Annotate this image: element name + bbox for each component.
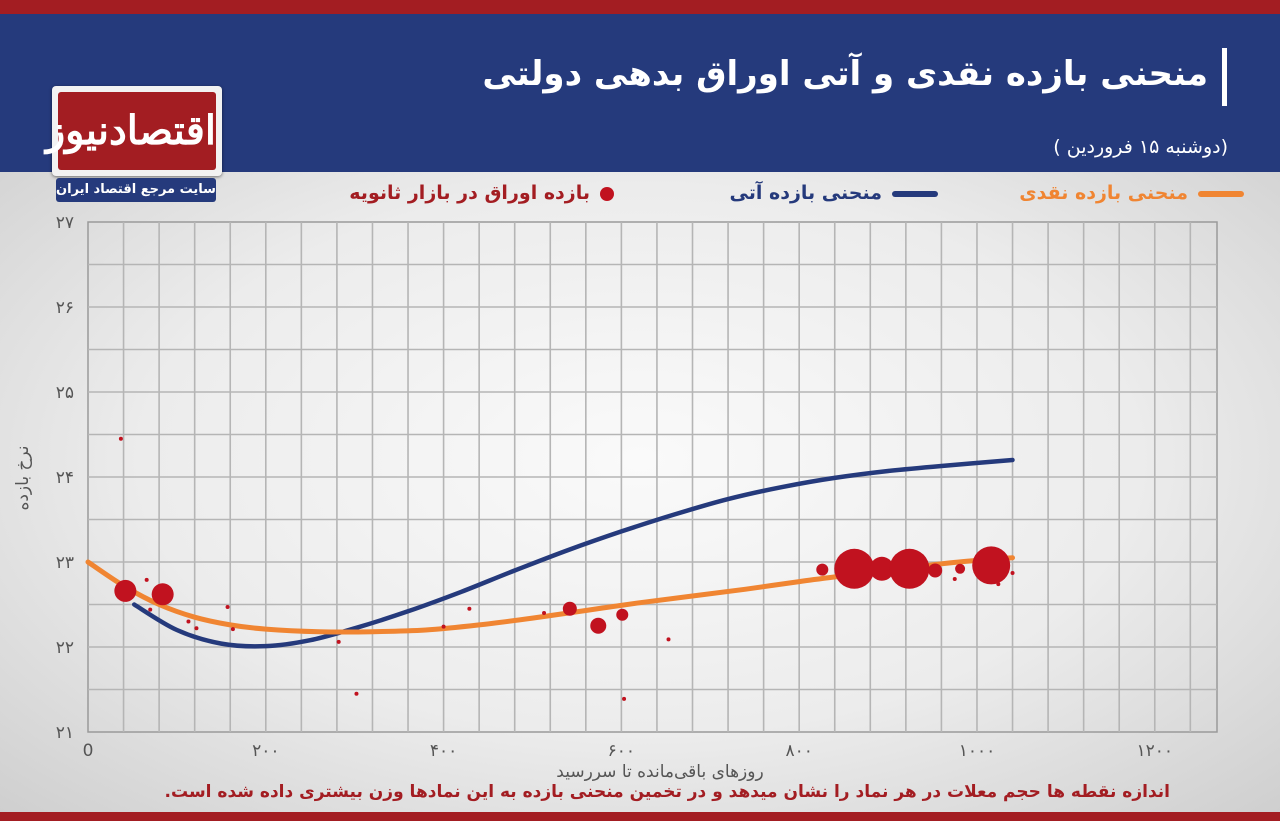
bond-yield-point: [336, 639, 341, 644]
x-tick-label: ۱۰۰۰: [959, 741, 996, 761]
y-tick-label: ۲۶: [56, 298, 74, 318]
bond-yield-point: [148, 607, 153, 612]
bond-yield-point: [1010, 571, 1015, 576]
bond-yield-point: [354, 691, 359, 696]
bond-yield-point: [816, 563, 829, 576]
bond-yield-point: [118, 436, 123, 441]
x-tick-label: ۲۰۰: [252, 741, 279, 761]
bond-yield-point: [144, 577, 149, 582]
bond-yield-point: [952, 577, 957, 581]
plot-background: [0, 172, 1280, 812]
bond-yield-point: [590, 617, 607, 634]
bond-yield-point: [889, 548, 930, 589]
y-axis-label: نرخ بازده: [13, 445, 33, 510]
bond-yield-point: [467, 606, 472, 611]
page-title: منحنی بازده نقدی و آتی اوراق بدهی دولتی: [482, 54, 1208, 94]
legend-swatch-spot: [1198, 190, 1244, 197]
bond-yield-point: [151, 583, 174, 606]
y-tick-label: ۲۴: [56, 468, 74, 488]
x-tick-label: ۸۰۰: [785, 741, 812, 761]
bond-yield-point: [869, 556, 894, 581]
legend-label-bonds: بازده اوراق در بازار ثانویه: [349, 182, 590, 204]
x-tick-label: ۱۲۰۰: [1137, 741, 1174, 761]
bond-yield-point: [972, 546, 1011, 585]
legend-swatch-bonds: [600, 186, 614, 201]
bond-yield-point: [186, 619, 191, 624]
title-divider: [1222, 48, 1227, 106]
y-tick-label: ۲۷: [56, 213, 74, 233]
legend-label-forward: منحنی بازده آتی: [729, 182, 882, 204]
bond-yield-point: [834, 548, 875, 589]
bond-yield-point: [666, 637, 671, 642]
legend-item-spot-curve: منحنی بازده نقدی: [1019, 182, 1244, 210]
bond-yield-point: [441, 624, 446, 629]
bond-yield-point: [230, 627, 235, 632]
x-tick-label: ۶۰۰: [608, 741, 635, 761]
x-tick-label: 0: [83, 741, 94, 761]
top-accent-bar: [0, 0, 1280, 14]
legend-item-bonds: بازده اوراق در بازار ثانویه: [349, 182, 614, 210]
bond-yield-point: [928, 563, 943, 578]
legend-item-forward-curve: منحنی بازده آتی: [730, 182, 938, 210]
forward-curve-line: [131, 457, 1015, 649]
y-tick-label: ۲۲: [56, 638, 74, 658]
bond-yield-point: [616, 608, 629, 621]
bond-yield-point: [194, 626, 199, 631]
bond-yield-point: [955, 563, 966, 574]
bond-yield-point: [542, 611, 547, 615]
bond-yield-point: [996, 582, 1001, 587]
bond-yield-point: [622, 696, 627, 701]
legend-swatch-forward: [892, 190, 938, 197]
x-axis-label: روزهای باقی‌مانده تا سررسید: [556, 762, 763, 782]
logo-wordmark: اقتصادنیوز: [46, 92, 216, 170]
y-tick-label: ۲۱: [56, 723, 74, 743]
logo[interactable]: اقتصادنیوز: [46, 86, 222, 176]
logo-tagline: سایت مرجع اقتصاد ایران: [56, 178, 216, 202]
footnote: اندازه نقطه ها حجم معلات در هر نماد را ن…: [164, 782, 1171, 802]
legend-label-spot: منحنی بازده نقدی: [1019, 182, 1188, 204]
bond-yield-point: [114, 579, 137, 602]
bond-yield-point: [225, 605, 230, 610]
y-tick-label: ۲۵: [56, 383, 74, 403]
bottom-accent-bar: [0, 812, 1280, 821]
bond-yield-point: [562, 601, 577, 616]
x-tick-label: ۴۰۰: [430, 741, 457, 761]
y-tick-label: ۲۳: [56, 553, 74, 573]
date-subtitle: (دوشنبه ۱۵ فروردین ): [1053, 136, 1228, 158]
